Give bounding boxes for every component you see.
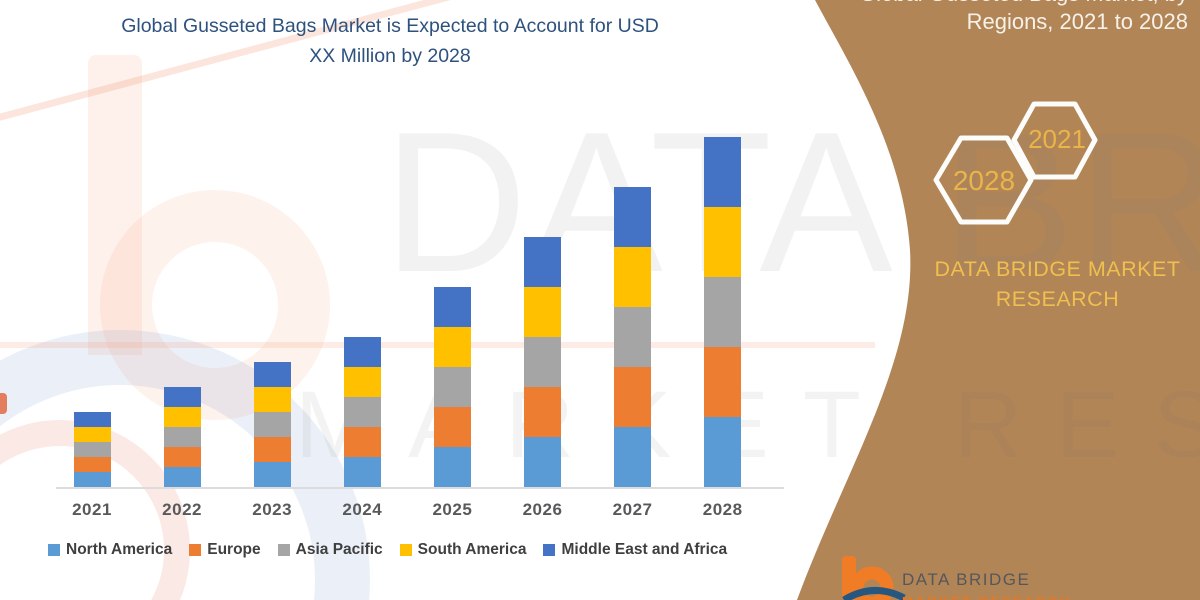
bar-segment-2022-middle-east-and-africa — [163, 387, 201, 407]
bar-segment-2027-south-america — [614, 247, 652, 307]
bar-segment-2028-asia-pacific — [704, 277, 742, 347]
side-panel-header: Global Gusseted Bags Market, by Regions,… — [800, 0, 1188, 40]
hexagon-2021 — [1011, 101, 1098, 180]
legend-label-middle-east-and-africa: Middle East and Africa — [561, 541, 728, 558]
side-panel-header-partial: Global Gusseted Bags Market, by — [800, 0, 1188, 8]
legend-item-south-america: South America — [399, 541, 527, 559]
x-axis-label-2025: 2025 — [432, 500, 473, 519]
bar-segment-2024-middle-east-and-africa — [343, 337, 381, 367]
chart-title-line2: XX Million by 2028 — [309, 45, 471, 67]
bar-segment-2021-south-america — [73, 427, 111, 442]
legend-item-asia-pacific: Asia Pacific — [277, 541, 383, 559]
x-axis-label-2021: 2021 — [72, 500, 112, 519]
hexagon-2028-label: 2028 — [953, 165, 1015, 196]
bar-segment-2023-south-america — [253, 387, 291, 412]
bar-segment-2023-europe — [253, 437, 291, 462]
legend-swatch-asia-pacific — [277, 544, 290, 556]
x-axis-label-2022: 2022 — [162, 500, 202, 519]
bar-segment-2023-north-america — [253, 462, 291, 487]
legend-label-europe: Europe — [207, 541, 261, 558]
hexagon-2028 — [933, 135, 1034, 225]
bar-segment-2027-europe — [614, 367, 652, 427]
watermark-edge-mark — [0, 393, 7, 414]
x-axis-label-2024: 2024 — [342, 500, 383, 519]
legend-item-middle-east-and-africa: Middle East and Africa — [543, 541, 727, 559]
footer-logo-subtext: MARKET RESEARCH — [902, 594, 1072, 600]
bar-segment-2026-middle-east-and-africa — [524, 237, 561, 287]
bar-segment-2026-europe — [524, 387, 561, 437]
legend-swatch-south-america — [399, 544, 412, 556]
brand-line2: RESEARCH — [995, 287, 1120, 311]
bar-segment-2024-asia-pacific — [343, 397, 381, 427]
legend-label-asia-pacific: Asia Pacific — [295, 541, 383, 558]
x-axis-label-2028: 2028 — [702, 500, 743, 519]
brand-line1: DATA BRIDGE MARKET — [934, 257, 1181, 281]
bar-segment-2028-europe — [704, 347, 742, 417]
bar-segment-2023-middle-east-and-africa — [253, 362, 291, 387]
bar-segment-2028-north-america — [704, 417, 742, 487]
bar-segment-2022-north-america — [163, 467, 201, 487]
bar-segment-2021-europe — [73, 457, 111, 472]
logo-b-bowl — [850, 566, 894, 600]
bar-segment-2025-north-america — [433, 447, 471, 487]
logo-blue-swoosh — [842, 586, 906, 600]
chart-title: Global Gusseted Bags Market is Expected … — [40, 11, 740, 71]
bar-segment-2026-south-america — [524, 287, 561, 337]
legend-swatch-middle-east-and-africa — [543, 544, 556, 556]
bar-segment-2025-middle-east-and-africa — [433, 287, 471, 327]
legend-swatch-north-america — [48, 544, 60, 556]
bar-segment-2023-asia-pacific — [253, 412, 291, 437]
x-axis-label-2023: 2023 — [252, 500, 293, 519]
legend-label-north-america: North America — [66, 541, 173, 558]
bar-segment-2026-asia-pacific — [524, 337, 561, 387]
bar-segment-2027-north-america — [614, 427, 652, 487]
legend-label-south-america: South America — [417, 541, 527, 558]
bar-segment-2026-north-america — [524, 437, 561, 487]
bar-segment-2022-europe — [163, 447, 201, 467]
legend-item-europe: Europe — [189, 541, 261, 559]
bar-segment-2025-south-america — [433, 327, 471, 367]
side-panel-brand: DATA BRIDGE MARKET RESEARCH — [930, 254, 1185, 314]
legend-swatch-europe — [189, 544, 202, 556]
bar-segment-2025-asia-pacific — [433, 367, 471, 407]
data-bridge-logo-icon — [842, 556, 906, 600]
x-axis-label-2027: 2027 — [612, 500, 653, 519]
bar-segment-2022-asia-pacific — [163, 427, 201, 447]
hexagon-2021-label: 2021 — [1028, 124, 1086, 154]
x-axis-label-2026: 2026 — [522, 500, 563, 519]
bar-segment-2024-europe — [343, 427, 381, 457]
bar-segment-2021-middle-east-and-africa — [73, 412, 111, 427]
bar-segment-2027-asia-pacific — [614, 307, 652, 367]
chart-legend: North America Europe Asia Pacific South Ame… — [48, 541, 727, 559]
side-panel-header-line: Regions, 2021 to 2028 — [966, 9, 1188, 34]
bar-segment-2024-north-america — [343, 457, 381, 487]
x-axis-line — [56, 487, 784, 489]
footer-logo-text: DATA BRIDGE — [902, 570, 1031, 589]
legend-item-north-america: North America — [48, 541, 172, 559]
bar-segment-2021-north-america — [73, 472, 111, 487]
bar-segment-2021-asia-pacific — [73, 442, 111, 457]
bar-segment-2024-south-america — [343, 367, 381, 397]
bar-segment-2028-middle-east-and-africa — [704, 137, 742, 207]
bar-segment-2028-south-america — [704, 207, 742, 277]
bar-segment-2027-middle-east-and-africa — [614, 187, 652, 247]
bar-segment-2025-europe — [433, 407, 471, 447]
bar-segment-2022-south-america — [163, 407, 201, 427]
chart-title-line1: Global Gusseted Bags Market is Expected … — [121, 15, 659, 37]
brown-swoosh-shape — [797, 0, 1200, 600]
